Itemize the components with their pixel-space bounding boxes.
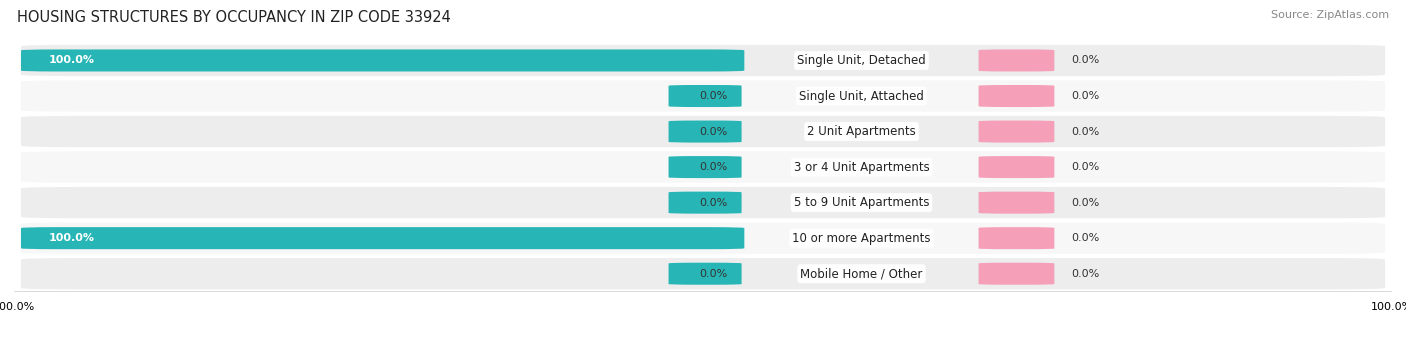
FancyBboxPatch shape <box>21 223 1385 254</box>
Text: 0.0%: 0.0% <box>1071 56 1099 65</box>
FancyBboxPatch shape <box>979 227 1054 249</box>
FancyBboxPatch shape <box>21 116 1385 147</box>
FancyBboxPatch shape <box>21 45 1385 76</box>
Text: 0.0%: 0.0% <box>700 127 728 136</box>
FancyBboxPatch shape <box>21 49 744 72</box>
Text: 100.0%: 100.0% <box>48 233 94 243</box>
Text: 2 Unit Apartments: 2 Unit Apartments <box>807 125 915 138</box>
Text: 0.0%: 0.0% <box>1071 162 1099 172</box>
FancyBboxPatch shape <box>979 263 1054 285</box>
FancyBboxPatch shape <box>21 258 1385 290</box>
Text: 0.0%: 0.0% <box>1071 233 1099 243</box>
Text: 0.0%: 0.0% <box>700 198 728 208</box>
FancyBboxPatch shape <box>669 192 741 214</box>
Text: Source: ZipAtlas.com: Source: ZipAtlas.com <box>1271 10 1389 20</box>
FancyBboxPatch shape <box>669 85 741 107</box>
Text: 10 or more Apartments: 10 or more Apartments <box>792 232 931 245</box>
Text: HOUSING STRUCTURES BY OCCUPANCY IN ZIP CODE 33924: HOUSING STRUCTURES BY OCCUPANCY IN ZIP C… <box>17 10 451 25</box>
FancyBboxPatch shape <box>21 151 1385 183</box>
FancyBboxPatch shape <box>669 156 741 178</box>
FancyBboxPatch shape <box>979 156 1054 178</box>
Text: Mobile Home / Other: Mobile Home / Other <box>800 267 922 280</box>
Text: 0.0%: 0.0% <box>700 91 728 101</box>
Text: 0.0%: 0.0% <box>1071 269 1099 279</box>
Text: 0.0%: 0.0% <box>1071 198 1099 208</box>
FancyBboxPatch shape <box>669 120 741 143</box>
Text: 3 or 4 Unit Apartments: 3 or 4 Unit Apartments <box>793 161 929 174</box>
Text: Single Unit, Attached: Single Unit, Attached <box>799 89 924 103</box>
Text: 0.0%: 0.0% <box>1071 127 1099 136</box>
FancyBboxPatch shape <box>21 227 744 249</box>
Text: 0.0%: 0.0% <box>1071 91 1099 101</box>
Text: Single Unit, Detached: Single Unit, Detached <box>797 54 925 67</box>
Text: 0.0%: 0.0% <box>700 162 728 172</box>
Text: 0.0%: 0.0% <box>700 269 728 279</box>
FancyBboxPatch shape <box>979 192 1054 214</box>
FancyBboxPatch shape <box>979 85 1054 107</box>
FancyBboxPatch shape <box>21 80 1385 112</box>
FancyBboxPatch shape <box>979 120 1054 143</box>
FancyBboxPatch shape <box>669 263 741 285</box>
FancyBboxPatch shape <box>979 49 1054 72</box>
Text: 100.0%: 100.0% <box>48 56 94 65</box>
FancyBboxPatch shape <box>21 187 1385 218</box>
Text: 5 to 9 Unit Apartments: 5 to 9 Unit Apartments <box>794 196 929 209</box>
